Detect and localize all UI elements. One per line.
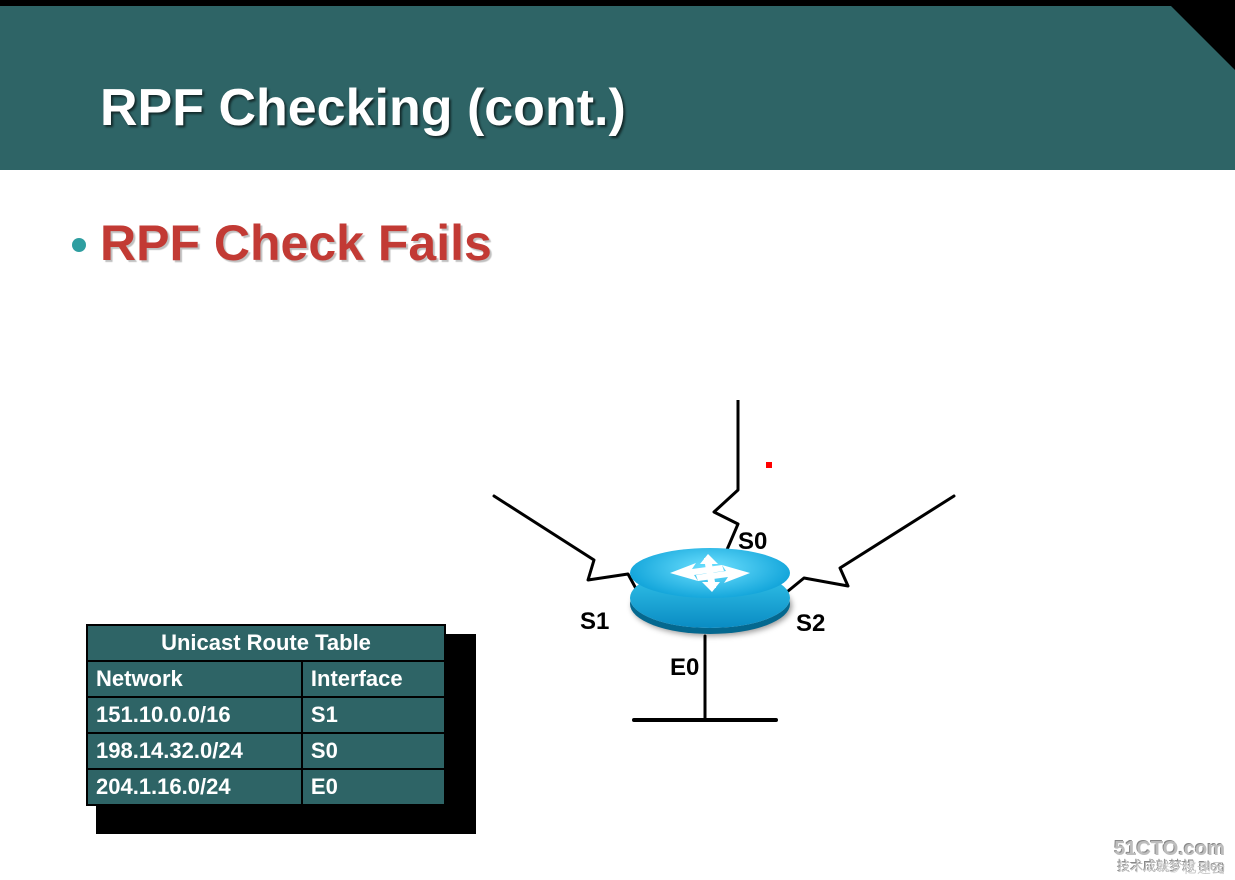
watermark-line3: 亿速云 — [1183, 860, 1225, 876]
subheading: RPF Check Fails — [100, 214, 492, 272]
network-diagram: S0 S1 S2 E0 — [480, 400, 1000, 750]
route-table-col-interface: Interface — [302, 661, 445, 697]
watermark-secondary: ☁ 亿速云 — [1165, 858, 1225, 878]
table-row: 151.10.0.0/16 S1 — [87, 697, 445, 733]
route-table: Unicast Route Table Network Interface 15… — [86, 624, 446, 806]
label-s0: S0 — [738, 528, 767, 556]
cell-network: 204.1.16.0/24 — [87, 769, 302, 805]
cell-network: 198.14.32.0/24 — [87, 733, 302, 769]
cell-interface: E0 — [302, 769, 445, 805]
corner-accent — [1165, 0, 1235, 70]
cell-interface: S1 — [302, 697, 445, 733]
watermark-line1: 51CTO.com — [1114, 838, 1225, 860]
link-s0 — [714, 400, 738, 552]
label-e0: E0 — [670, 654, 699, 682]
route-table-col-network: Network — [87, 661, 302, 697]
page-title: RPF Checking (cont.) — [100, 78, 626, 138]
bullet-icon — [72, 238, 86, 252]
table-row: 204.1.16.0/24 E0 — [87, 769, 445, 805]
route-table-panel: Unicast Route Table Network Interface 15… — [86, 624, 466, 806]
cloud-icon: ☁ — [1165, 860, 1183, 876]
label-s2: S2 — [796, 610, 825, 638]
link-s2 — [782, 496, 954, 596]
table-row: 198.14.32.0/24 S0 — [87, 733, 445, 769]
packet-marker-icon — [766, 462, 772, 468]
cell-interface: S0 — [302, 733, 445, 769]
route-table-title: Unicast Route Table — [87, 625, 445, 661]
router-icon — [630, 548, 790, 640]
cell-network: 151.10.0.0/16 — [87, 697, 302, 733]
label-s1: S1 — [580, 608, 609, 636]
link-s1 — [494, 496, 640, 596]
